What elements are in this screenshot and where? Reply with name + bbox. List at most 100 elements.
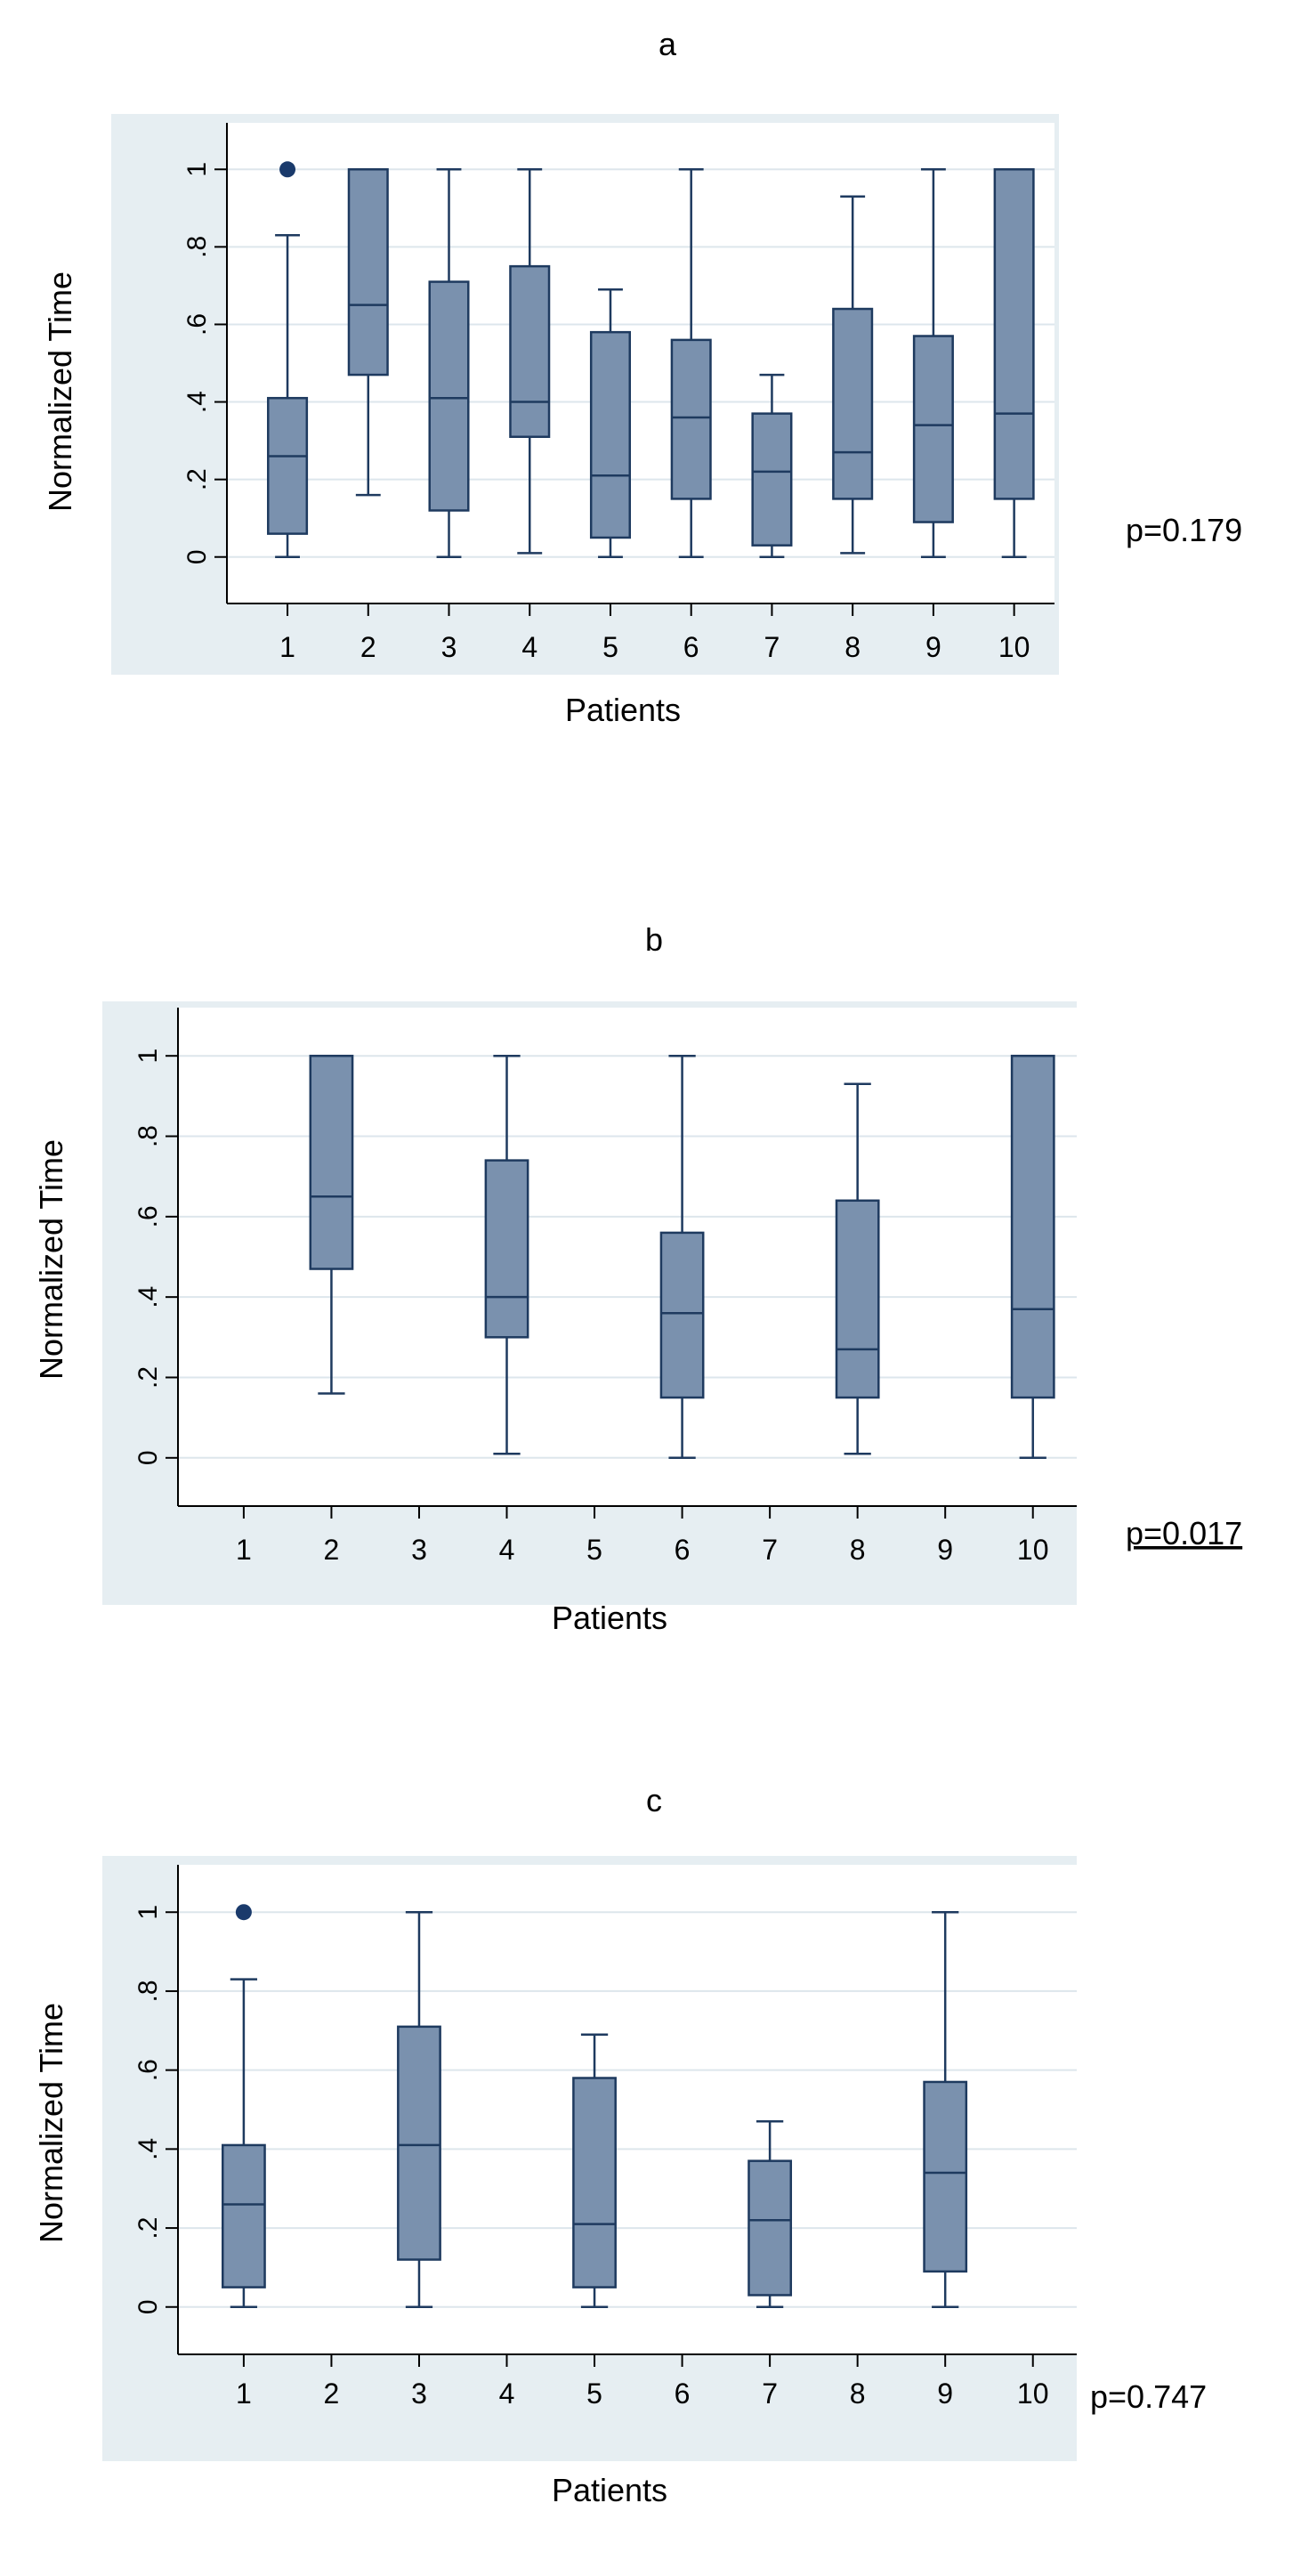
x-tick-label: 3 xyxy=(411,2378,427,2410)
box-iqr xyxy=(572,2077,617,2288)
y-tick-label: .2 xyxy=(182,468,212,490)
box-iqr xyxy=(912,335,954,523)
x-axis-label: Patients xyxy=(565,692,681,728)
x-tick-label: 4 xyxy=(499,2378,515,2410)
box-iqr xyxy=(222,2143,266,2288)
box-8 xyxy=(835,1082,880,1455)
box-iqr xyxy=(835,1199,880,1399)
y-tick-label: .8 xyxy=(182,236,212,258)
y-tick-label: .2 xyxy=(133,1366,163,1389)
y-tick-label: .4 xyxy=(133,1286,163,1308)
box-iqr xyxy=(397,2025,441,2261)
x-tick-label: 6 xyxy=(675,1534,691,1566)
y-tick-label: .6 xyxy=(182,313,212,336)
box-2 xyxy=(309,1054,354,1395)
p-value-annotation: p=0.747 xyxy=(1090,2378,1207,2415)
box-4 xyxy=(484,1054,529,1455)
p-value-annotation: p=0.017 xyxy=(1126,1515,1242,1551)
x-axis-label: Patients xyxy=(552,1600,667,1636)
outlier-point xyxy=(235,1904,252,1921)
y-axis-label: Normalized Time xyxy=(33,2003,69,2243)
box-3 xyxy=(428,168,470,558)
box-7 xyxy=(751,373,793,558)
box-7 xyxy=(747,2120,793,2309)
box-3 xyxy=(397,1910,441,2309)
box-iqr xyxy=(484,1159,529,1339)
y-tick-label: 1 xyxy=(133,1905,163,1920)
box-5 xyxy=(572,2033,617,2309)
box-6 xyxy=(670,168,712,558)
chart-panel-c: 0 .2 .4 .6 .8 1 1 2 3 4 5 6 7 8 9 10 c Patients Normalized… xyxy=(33,1782,1207,2508)
box-1 xyxy=(267,161,309,558)
y-tick-label: 0 xyxy=(182,549,212,564)
x-tick-label: 5 xyxy=(586,2378,602,2410)
x-tick-label: 5 xyxy=(602,631,618,663)
chart-title: c xyxy=(646,1782,662,1819)
box-iqr xyxy=(428,280,470,512)
box-iqr xyxy=(659,1231,705,1399)
x-tick-label: 1 xyxy=(236,1534,252,1566)
y-axis-label: Normalized Time xyxy=(33,1139,69,1380)
box-4 xyxy=(509,168,551,555)
box-iqr xyxy=(347,168,389,377)
x-tick-label: 10 xyxy=(1017,2378,1049,2410)
x-tick-label: 8 xyxy=(844,631,861,663)
y-tick-label: 0 xyxy=(133,1450,163,1465)
chart-panel-b: 0 .2 .4 .6 .8 1 1 2 3 4 5 6 7 8 9 10 b Patients Normalized… xyxy=(33,921,1242,1636)
x-tick-label: 7 xyxy=(762,1534,778,1566)
x-tick-label: 1 xyxy=(236,2378,252,2410)
box-iqr xyxy=(751,412,793,547)
x-tick-label: 8 xyxy=(850,2378,866,2410)
x-tick-label: 7 xyxy=(762,2378,778,2410)
x-axis-label: Patients xyxy=(552,2472,667,2508)
box-9 xyxy=(923,1910,968,2309)
box-iqr xyxy=(267,396,309,535)
x-tick-label: 2 xyxy=(360,631,376,663)
box-iqr xyxy=(509,264,551,438)
y-tick-label: .6 xyxy=(133,2059,163,2081)
x-tick-label: 2 xyxy=(324,2378,340,2410)
box-iqr xyxy=(747,2159,793,2297)
x-tick-label: 10 xyxy=(1017,1534,1049,1566)
y-tick-label: .4 xyxy=(182,391,212,413)
y-tick-label: 1 xyxy=(133,1049,163,1064)
x-tick-label: 3 xyxy=(411,1534,427,1566)
y-tick-label: 0 xyxy=(133,2299,163,2314)
box-5 xyxy=(589,288,632,558)
outlier-point xyxy=(279,161,296,178)
box-9 xyxy=(912,168,954,558)
box-10 xyxy=(1010,1054,1055,1460)
box-iqr xyxy=(1010,1054,1055,1399)
x-tick-label: 8 xyxy=(850,1534,866,1566)
y-tick-label: .2 xyxy=(133,2217,163,2240)
x-tick-label: 3 xyxy=(441,631,457,663)
box-1 xyxy=(222,1904,266,2309)
x-tick-label: 4 xyxy=(499,1534,515,1566)
box-iqr xyxy=(993,168,1035,500)
x-tick-label: 9 xyxy=(937,1534,953,1566)
box-2 xyxy=(347,168,389,497)
y-tick-label: 1 xyxy=(182,162,212,177)
x-tick-label: 6 xyxy=(683,631,699,663)
x-tick-label: 9 xyxy=(937,2378,953,2410)
x-tick-label: 7 xyxy=(764,631,780,663)
chart-panel-a: 0 .2 .4 .6 .8 1 1 2 3 4 5 6 7 8 9 10 a Patients Normalized… xyxy=(42,26,1242,728)
x-tick-label: 5 xyxy=(586,1534,602,1566)
x-tick-label: 6 xyxy=(675,2378,691,2410)
x-tick-label: 4 xyxy=(521,631,537,663)
y-tick-label: .6 xyxy=(133,1205,163,1227)
box-10 xyxy=(993,168,1035,558)
y-tick-label: .4 xyxy=(133,2138,163,2160)
box-iqr xyxy=(832,307,874,500)
x-tick-label: 9 xyxy=(925,631,941,663)
y-tick-label: .8 xyxy=(133,1125,163,1147)
box-6 xyxy=(659,1054,705,1460)
box-iqr xyxy=(309,1054,354,1270)
box-iqr xyxy=(923,2080,968,2273)
y-axis-label: Normalized Time xyxy=(42,271,78,512)
x-tick-label: 2 xyxy=(324,1534,340,1566)
chart-title: b xyxy=(645,921,663,958)
p-value-annotation: p=0.179 xyxy=(1126,512,1242,548)
box-iqr xyxy=(589,330,632,539)
